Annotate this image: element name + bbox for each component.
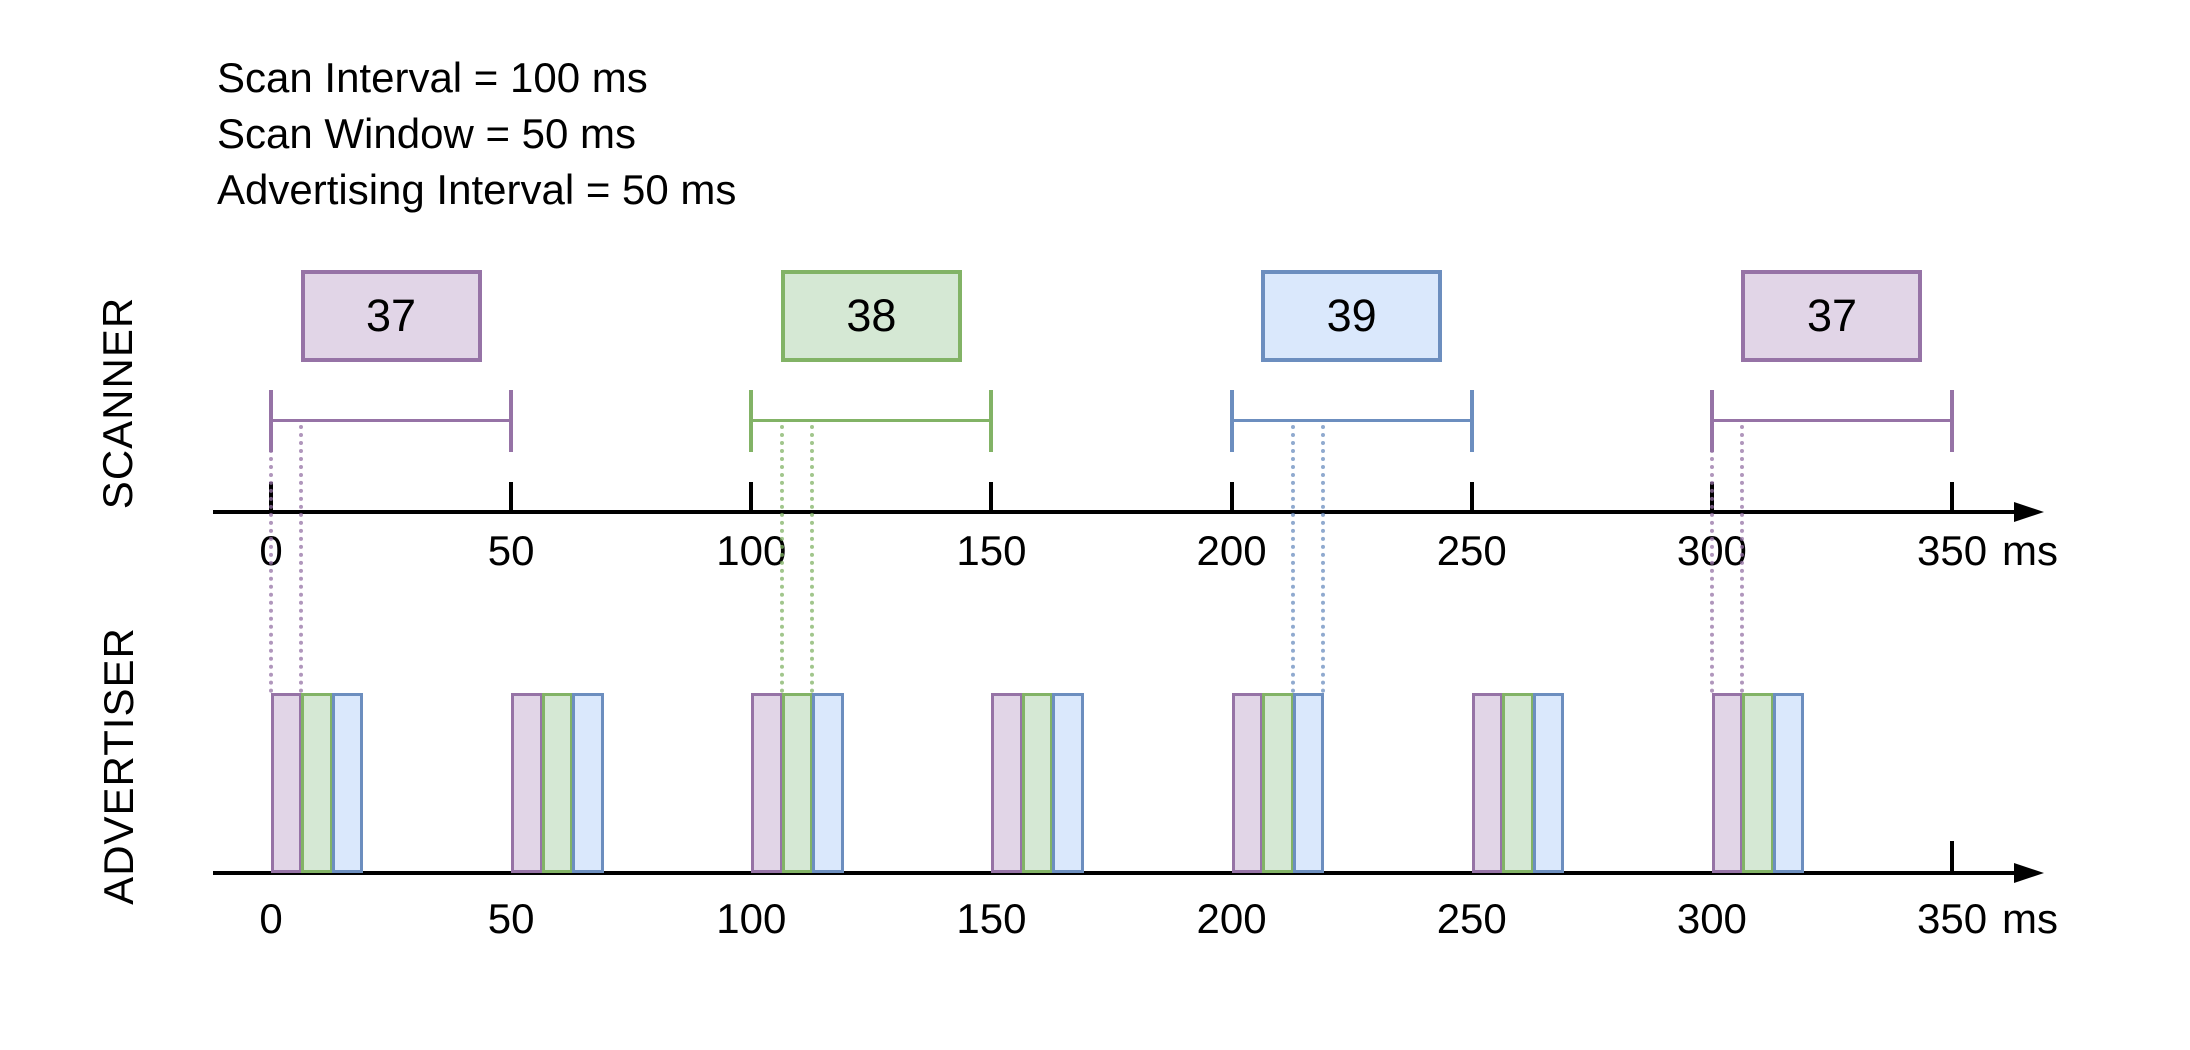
- scan-channel-box-3: 37: [1741, 270, 1923, 362]
- scanner-tick-label-200: 200: [1196, 527, 1267, 574]
- title-line: Advertising Interval = 50 ms: [217, 166, 737, 213]
- advertising-packet-bar-ch38-t250: [1502, 693, 1534, 873]
- advertising-packet-bar-ch38-t0: [301, 693, 333, 873]
- scan-channel-box-0: 37: [300, 270, 482, 362]
- scanner-tick-350: [1950, 482, 1955, 512]
- scan-window-bracket-right-cap-0: [509, 390, 514, 452]
- advertising-packet-bar-ch38-t200: [1262, 693, 1294, 873]
- title-line: Scan Window = 50 ms: [217, 110, 637, 157]
- advertising-packet-bar-ch38-t300: [1742, 693, 1774, 873]
- advertising-packet-bar-ch39-t50: [572, 693, 604, 873]
- scanner-axis-line: [213, 510, 2016, 514]
- scan-window-bracket-right-cap-1: [989, 390, 994, 452]
- reception-dotted-line-0-end: [299, 425, 304, 693]
- scanner-tick-50: [509, 482, 514, 512]
- advertising-packet-bar-ch38-t100: [781, 693, 814, 873]
- reception-dotted-line-2-start: [1290, 425, 1295, 693]
- scanner-tick-label-50: 50: [487, 527, 535, 574]
- title-block: Scan Interval = 100 ms Scan Window = 50 m…: [217, 50, 736, 218]
- scan-channel-box-1: 38: [780, 270, 962, 362]
- advertiser-tick-label-150: 150: [956, 895, 1027, 942]
- advertising-packet-bar-ch37-t50: [511, 693, 543, 873]
- reception-dotted-line-0-start: [269, 425, 273, 693]
- scanner-tick-label-150: 150: [956, 527, 1027, 574]
- scanner-tick-label-250: 250: [1436, 527, 1507, 574]
- scanner-axis-arrowhead-icon: [2014, 502, 2044, 522]
- advertising-packet-bar-ch37-t100: [751, 693, 783, 873]
- advertising-packet-bar-ch38-t50: [541, 693, 574, 873]
- advertising-packet-bar-ch39-t0: [331, 693, 364, 873]
- advertising-packet-bar-ch37-t150: [991, 693, 1023, 873]
- reception-dotted-line-1-start: [779, 425, 784, 693]
- advertiser-tick-label-300: 300: [1676, 895, 1747, 942]
- advertiser-tick-label-50: 50: [487, 895, 535, 942]
- advertiser-tick-350: [1950, 841, 1955, 871]
- advertising-packet-bar-ch37-t300: [1711, 693, 1744, 873]
- advertising-packet-bar-ch39-t100: [812, 693, 844, 873]
- scan-window-bracket-line-2: [1231, 419, 1472, 422]
- reception-dotted-line-3-end: [1740, 425, 1745, 693]
- advertiser-row-label: ADVERTISER: [95, 627, 142, 905]
- scan-channel-box-2: 39: [1261, 270, 1443, 362]
- scanner-tick-100: [749, 482, 754, 512]
- scanner-tick-200: [1229, 482, 1234, 512]
- advertiser-tick-label-250: 250: [1436, 895, 1507, 942]
- title-line: Scan Interval = 100 ms: [217, 54, 648, 101]
- scan-window-bracket-line-3: [1711, 419, 1953, 422]
- scan-window-bracket-right-cap-3: [1950, 390, 1955, 452]
- advertiser-tick-label-100: 100: [716, 895, 787, 942]
- advertising-packet-bar-ch37-t200: [1231, 693, 1264, 873]
- reception-dotted-line-2-end: [1321, 425, 1326, 693]
- advertiser-axis-unit-label: ms: [2002, 895, 2058, 942]
- scan-window-bracket-line-0: [271, 419, 512, 422]
- advertiser-axis-line: [213, 871, 2016, 875]
- advertising-packet-bar-ch37-t250: [1471, 693, 1504, 873]
- scanner-tick-label-350: 350: [1917, 527, 1988, 574]
- advertising-packet-bar-ch37-t0: [271, 693, 303, 873]
- advertiser-axis-arrowhead-icon: [2014, 863, 2044, 883]
- scanner-tick-label-100: 100: [716, 527, 787, 574]
- scanner-axis-unit-label: ms: [2002, 527, 2058, 574]
- scan-window-bracket-line-1: [751, 419, 992, 422]
- advertiser-tick-label-200: 200: [1196, 895, 1267, 942]
- scan-window-bracket-right-cap-2: [1469, 390, 1474, 452]
- reception-dotted-line-1-end: [810, 425, 815, 693]
- advertiser-tick-label-0: 0: [259, 895, 283, 942]
- advertising-packet-bar-ch39-t250: [1532, 693, 1565, 873]
- advertising-packet-bar-ch39-t200: [1292, 693, 1325, 873]
- scanner-tick-250: [1469, 482, 1474, 512]
- advertising-packet-bar-ch39-t150: [1052, 693, 1084, 873]
- scanner-row-label: SCANNER: [94, 296, 141, 510]
- reception-dotted-line-3-start: [1709, 425, 1714, 693]
- scanner-tick-150: [989, 482, 994, 512]
- advertiser-tick-label-350: 350: [1917, 895, 1988, 942]
- advertising-packet-bar-ch38-t150: [1021, 693, 1054, 873]
- advertising-packet-bar-ch39-t300: [1772, 693, 1805, 873]
